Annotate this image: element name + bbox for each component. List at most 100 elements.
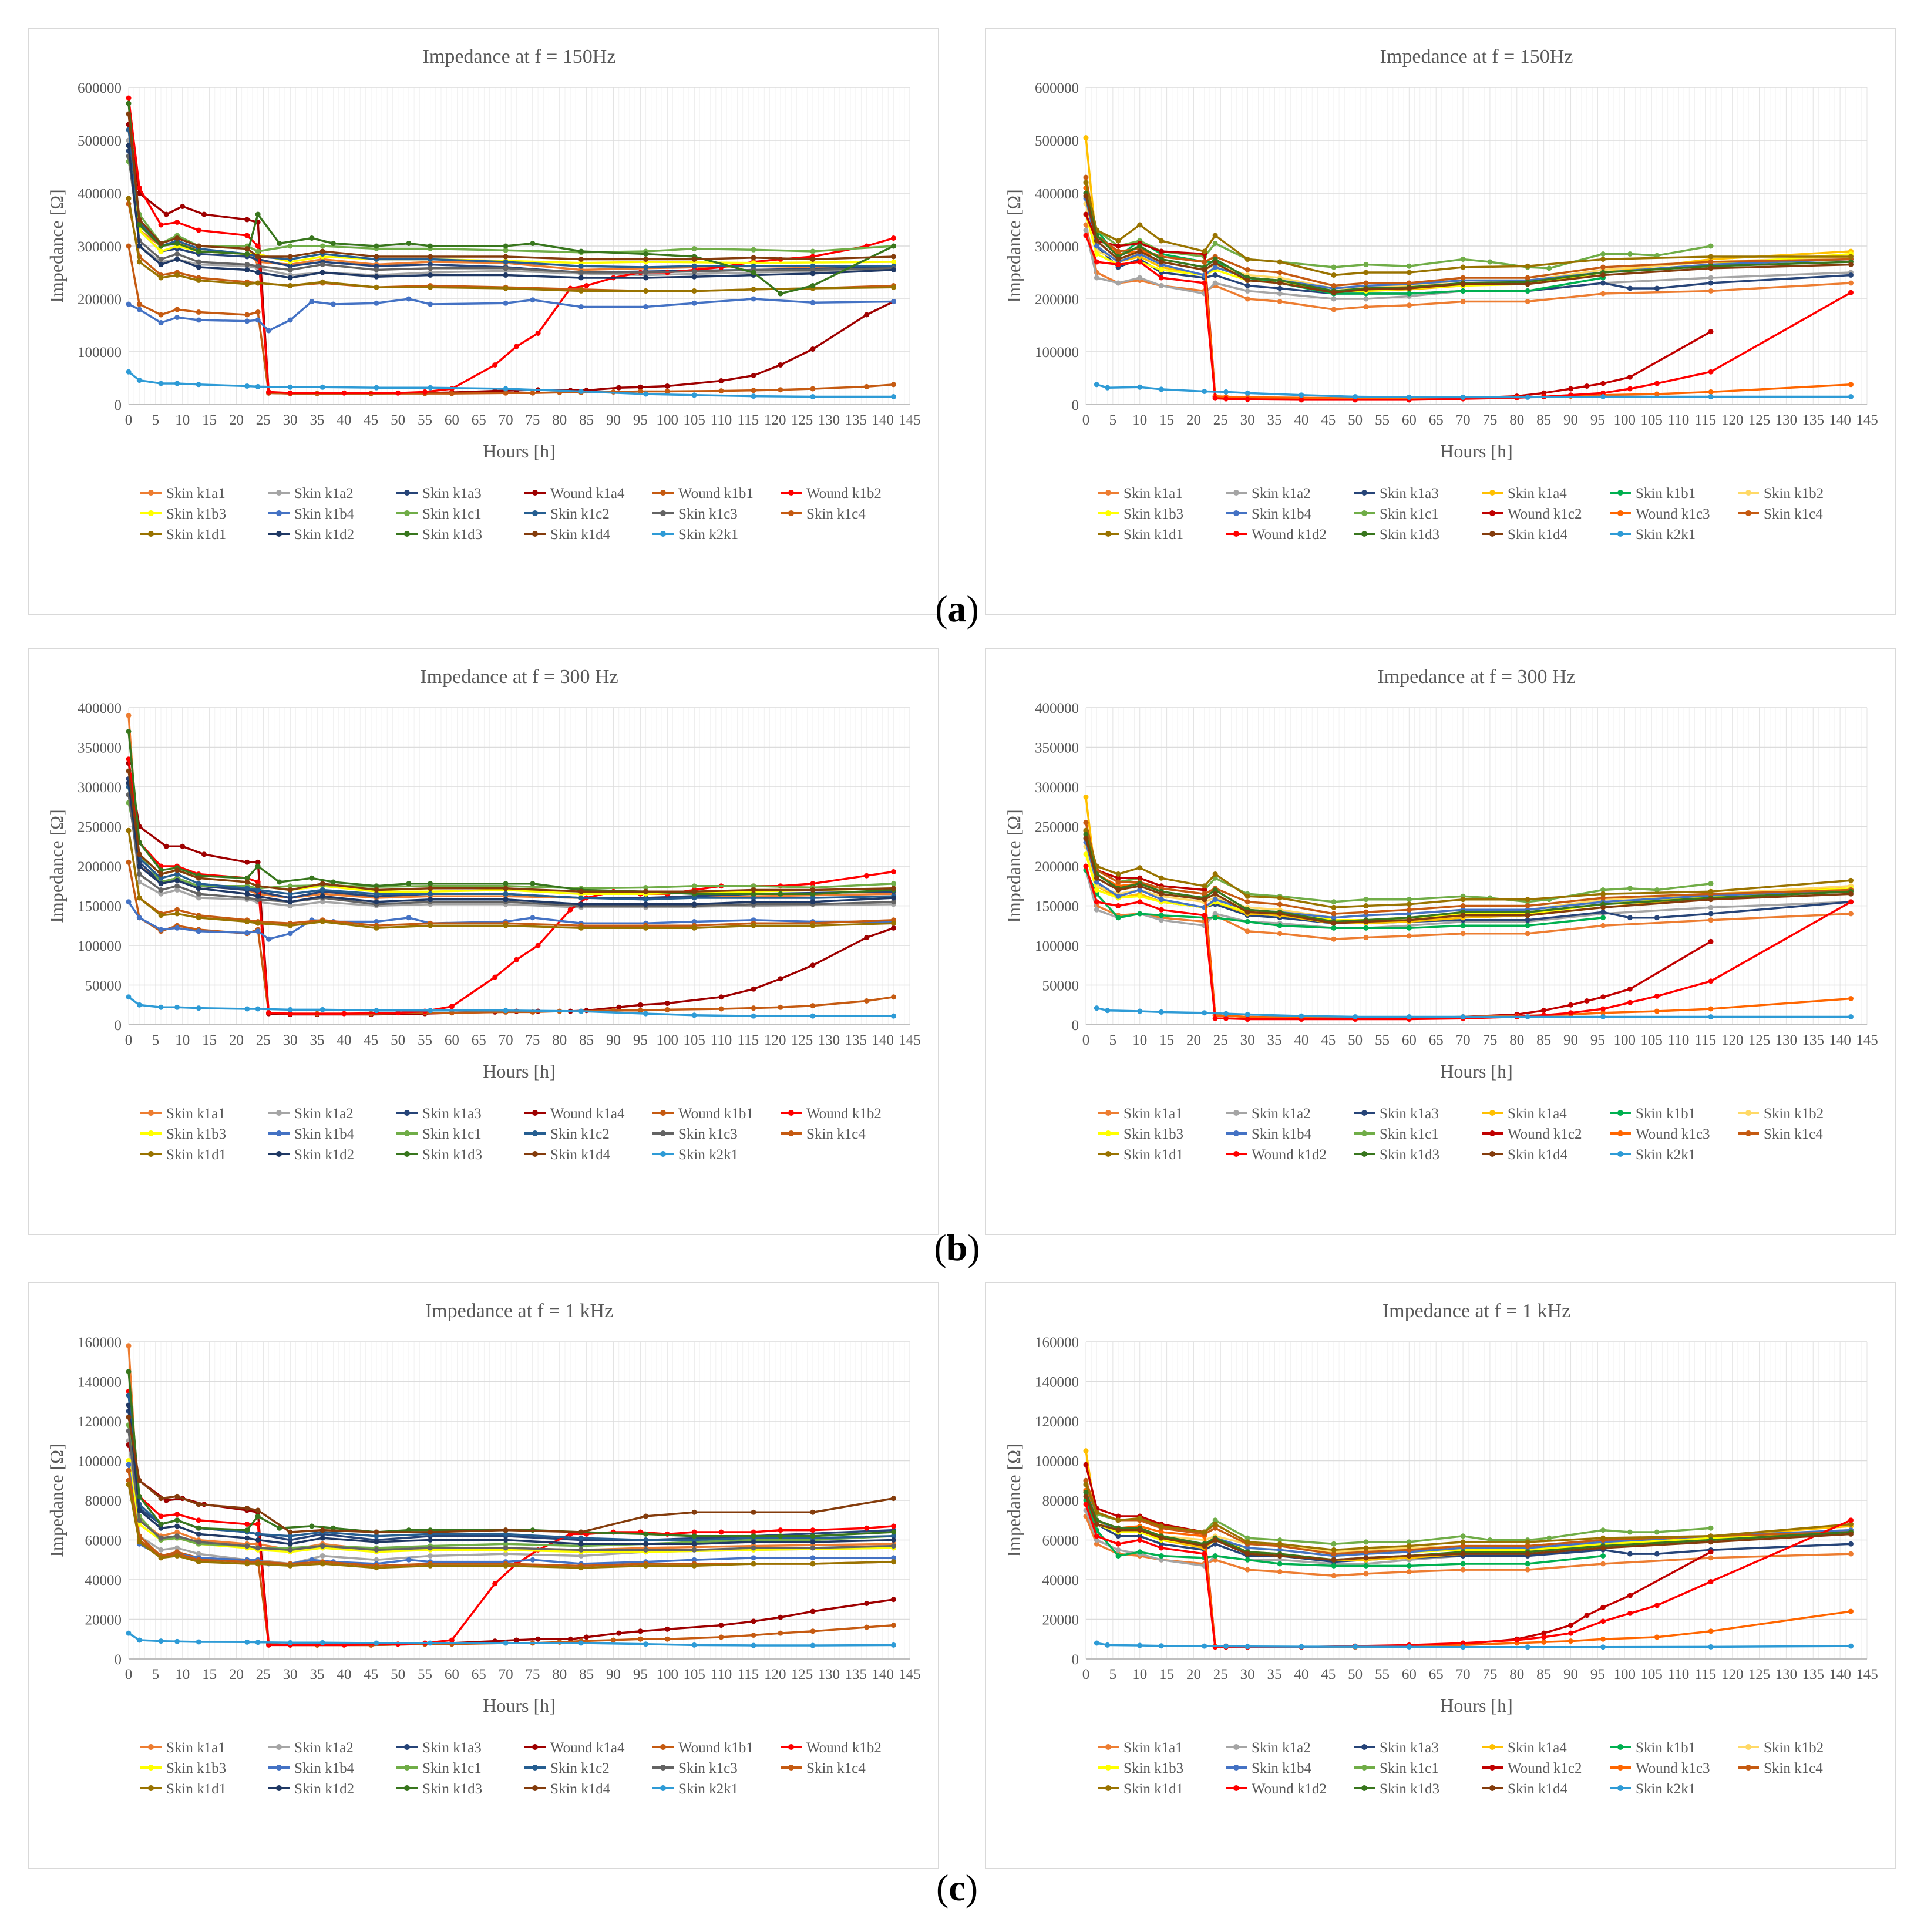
data-point-skin-k1b4: [1277, 1547, 1283, 1553]
x-tick-label: 15: [1159, 1667, 1174, 1682]
data-point-skin-k2k1: [503, 1008, 509, 1014]
data-point-skin-k1d1: [1083, 827, 1089, 833]
data-point-wound-k1c3: [1654, 1008, 1660, 1014]
x-tick-label: 90: [1563, 1667, 1578, 1682]
data-point-skin-k1d3: [244, 875, 250, 881]
y-axis-label: Impedance [Ω]: [46, 189, 67, 302]
data-point-wound-k1b1: [255, 309, 261, 315]
data-point-skin-k1a3: [1627, 915, 1633, 921]
data-point-skin-k1d1: [136, 1539, 142, 1545]
legend-marker: [788, 1130, 794, 1136]
legend-label: Skin k2k1: [1636, 1781, 1696, 1797]
data-point-wound-k1b2: [890, 1523, 896, 1529]
data-point-skin-k1d1: [1158, 1523, 1164, 1529]
data-point-skin-k1d2: [578, 1541, 584, 1547]
data-point-skin-k1b4: [530, 297, 536, 303]
data-point-skin-k2k1: [1708, 1644, 1714, 1650]
legend-marker: [148, 1110, 154, 1116]
legend-label: Skin k1c3: [678, 1126, 738, 1142]
x-tick-label: 25: [1213, 1032, 1228, 1048]
data-point-skin-k1c1: [691, 246, 697, 251]
x-axis-label: Hours [h]: [1440, 1695, 1513, 1716]
data-point-skin-k1b1: [1600, 915, 1606, 921]
x-tick-label: 15: [1159, 1032, 1174, 1048]
data-point-skin-k1d1: [691, 925, 697, 931]
x-tick-label: 30: [283, 1032, 298, 1048]
x-tick-label: 80: [1509, 1667, 1524, 1682]
y-tick-label: 200000: [1035, 859, 1079, 875]
data-point-skin-k1d2: [503, 1537, 509, 1543]
data-point-skin-k1c3: [578, 1547, 584, 1553]
data-point-skin-k1d3: [126, 1369, 132, 1375]
series-line-skin-k1b4: [128, 298, 894, 332]
x-tick-label: 120: [1721, 1032, 1744, 1048]
x-tick-label: 25: [1213, 1667, 1228, 1682]
data-point-wound-k1b2: [422, 389, 428, 395]
series-line-skin-k1d1: [127, 198, 894, 292]
data-point-wound-k1a4: [201, 851, 207, 857]
legend-marker: [660, 490, 666, 496]
data-point-skin-k1d1: [244, 919, 250, 924]
data-point-skin-k1d1: [255, 920, 261, 926]
legend-label: Skin k1d4: [550, 1781, 611, 1797]
data-point-wound-k1d2: [1223, 1015, 1229, 1021]
data-point-wound-k1b1: [778, 387, 783, 393]
data-point-skin-k1d2: [810, 899, 816, 905]
legend-label: Skin k1b4: [294, 1126, 355, 1142]
x-tick-label: 145: [899, 412, 921, 428]
data-point-skin-k1d4: [643, 257, 649, 262]
data-point-skin-k1a3: [287, 1537, 293, 1543]
x-tick-label: 65: [472, 412, 486, 428]
data-point-skin-k1d4: [1083, 1493, 1089, 1499]
x-tick-label: 10: [175, 412, 190, 428]
legend-label: Skin k1d1: [1123, 1781, 1183, 1797]
data-point-skin-k1d4: [1331, 290, 1337, 295]
y-tick-label: 300000: [78, 239, 122, 255]
chart-a-right: Impedance at f = 150Hz 0 100000 200000 30000…: [1003, 46, 1878, 543]
data-point-skin-k1d1: [1244, 893, 1250, 899]
data-point-skin-k1b4: [503, 300, 509, 306]
data-point-skin-k1c2: [643, 264, 649, 270]
data-point-wound-k1b1: [751, 388, 756, 393]
x-tick-label: 0: [125, 1667, 133, 1682]
data-point-skin-k1d4: [428, 254, 433, 260]
data-point-skin-k1b4: [255, 317, 261, 323]
data-point-skin-k1a2: [158, 891, 164, 897]
data-point-skin-k1d3: [374, 883, 379, 889]
data-point-skin-k1d3: [136, 222, 142, 228]
x-tick-label: 120: [764, 1667, 786, 1682]
data-point-skin-k2k1: [158, 1638, 164, 1644]
legend-label: Skin k1a4: [1508, 1106, 1567, 1122]
x-tick-label: 105: [1640, 1667, 1663, 1682]
x-tick-label: 95: [633, 1667, 648, 1682]
y-tick-label: 600000: [1035, 80, 1079, 96]
gridlines: [1085, 1341, 1868, 1660]
x-tick-label: 50: [1348, 1667, 1363, 1682]
data-point-skin-k1d4: [1277, 911, 1283, 917]
legend-marker: [1233, 1151, 1239, 1157]
data-point-wound-k1c2: [1568, 386, 1574, 392]
legend-label: Skin k1d2: [294, 1781, 354, 1797]
data-point-skin-k1d1: [503, 923, 509, 928]
data-point-wound-k1b1: [503, 390, 509, 396]
data-point-skin-k2k1: [1094, 1640, 1099, 1646]
data-point-wound-k1b2: [174, 1512, 180, 1517]
data-point-skin-k1c3: [751, 1545, 756, 1551]
data-point-skin-k1d3: [126, 100, 132, 106]
x-tick-label: 45: [364, 412, 378, 428]
data-point-wound-k1d2: [1137, 259, 1143, 265]
x-tick-label: 50: [1348, 412, 1363, 428]
data-point-skin-k1c4: [1460, 1543, 1466, 1549]
data-point-skin-k1d2: [578, 275, 584, 281]
data-point-wound-k1d2: [1083, 233, 1089, 238]
data-point-skin-k2k1: [196, 1639, 201, 1645]
data-point-skin-k1a3: [428, 262, 433, 267]
legend-label: Skin k1d3: [1380, 1147, 1439, 1163]
chart-panel-c-left: Impedance at f = 1 kHz 0 20000 40000 60000 80…: [28, 1282, 939, 1869]
data-point-skin-k1a1: [1363, 935, 1369, 940]
legend-marker: [1233, 1744, 1239, 1750]
x-tick-label: 130: [1775, 1667, 1798, 1682]
data-point-skin-k2k1: [174, 1004, 180, 1010]
data-point-skin-k1d3: [374, 243, 379, 249]
data-point-skin-k1d2: [319, 1535, 325, 1541]
